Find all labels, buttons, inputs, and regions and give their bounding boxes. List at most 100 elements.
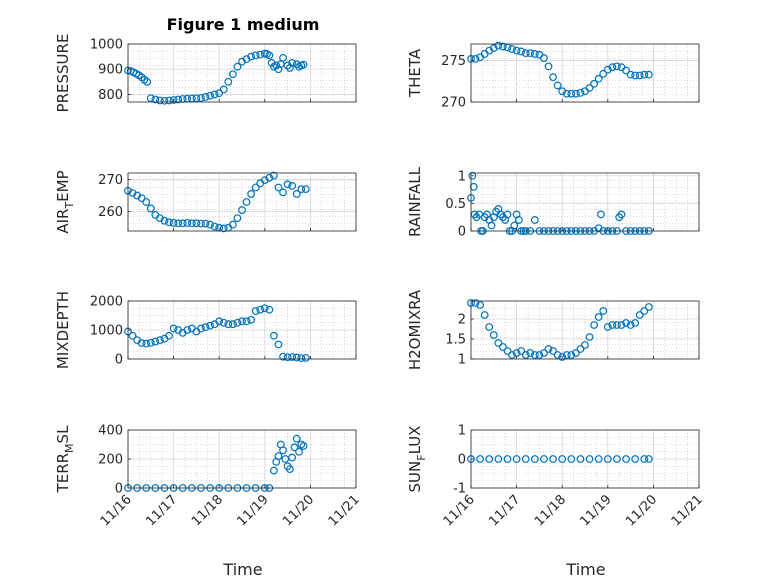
x-tick-label: 11/20: [623, 492, 660, 529]
data-point: [274, 183, 283, 192]
data-point: [233, 214, 242, 223]
data-point: [288, 353, 297, 361]
subplot-air-temp: 260 270 AIRTEMP: [54, 170, 357, 234]
data-point: [581, 341, 589, 349]
data-point: [251, 51, 260, 60]
data-point: [562, 89, 571, 98]
data-point: [594, 74, 603, 83]
data-point: [622, 455, 630, 463]
data-point: [499, 343, 507, 351]
data-point: [270, 331, 278, 340]
data-point: [635, 311, 644, 319]
data-point: [617, 321, 626, 329]
data-point: [603, 455, 612, 463]
data-point: [594, 313, 603, 321]
data-point: [494, 41, 503, 50]
data-point: [567, 455, 576, 463]
data-point: [201, 93, 210, 101]
data-point: [192, 94, 201, 103]
data-point: [517, 47, 526, 56]
data-point: [206, 321, 214, 330]
x-tick-label: 11/17: [143, 492, 180, 529]
data-point: [192, 219, 201, 228]
data-point: [585, 333, 594, 341]
data-point: [265, 173, 274, 182]
series-mixdepth: [124, 304, 310, 363]
data-point: [146, 204, 155, 213]
data-point: [540, 54, 548, 62]
data-point: [599, 69, 608, 78]
data-point: [521, 455, 530, 463]
data-point: [210, 90, 219, 99]
data-point: [571, 349, 580, 357]
data-point: [558, 353, 567, 361]
data-point: [143, 77, 152, 86]
data-point: [562, 351, 571, 359]
y-tick-label: -1: [453, 482, 466, 497]
data-point: [292, 190, 301, 198]
data-point: [613, 62, 621, 71]
subplot-theta: 270 275 THETA: [406, 41, 700, 111]
data-point: [165, 96, 173, 105]
data-point: [540, 349, 548, 357]
x-tick-label: 11/17: [486, 492, 523, 529]
data-point: [265, 305, 274, 314]
data-point: [297, 185, 306, 194]
data-point: [265, 51, 274, 60]
data-point: [165, 331, 173, 340]
data-point: [215, 317, 224, 326]
data-point: [571, 89, 580, 98]
data-point: [156, 336, 164, 345]
data-point: [526, 349, 535, 357]
y-axis-label-terr-msl: TERRMSL: [54, 425, 76, 494]
data-point: [530, 216, 539, 224]
data-point: [590, 321, 599, 329]
data-point: [242, 317, 251, 326]
data-point: [521, 49, 530, 58]
y-tick-label: 0: [458, 225, 466, 240]
y-tick-label: 900: [98, 63, 123, 78]
data-point: [128, 331, 137, 340]
data-point: [644, 70, 653, 79]
data-point: [215, 89, 224, 98]
subplot-h2omixra: 1 1.5 2 H2OMIXRA: [406, 289, 700, 370]
data-point: [297, 354, 306, 363]
subplot-rainfall: 0 0.5 1 RAINFALL: [406, 166, 700, 240]
data-point: [644, 303, 653, 311]
data-point: [206, 91, 214, 100]
x-axis-label-left: Time: [222, 560, 262, 579]
data-point: [206, 220, 214, 229]
data-point: [603, 323, 612, 331]
data-point: [530, 50, 539, 58]
y-tick-label: 270: [98, 173, 123, 188]
y-tick-label: 1000: [90, 38, 123, 53]
data-point: [549, 347, 557, 355]
data-point: [585, 455, 594, 463]
data-point: [613, 455, 621, 463]
data-point: [508, 351, 516, 359]
data-point: [468, 171, 477, 180]
data-point: [279, 53, 287, 62]
data-point: [299, 442, 308, 450]
data-point: [626, 321, 635, 329]
data-point: [270, 466, 278, 475]
y-tick-label: 1: [458, 169, 466, 184]
y-tick-label: 1.5: [445, 333, 466, 348]
data-point: [514, 216, 523, 224]
data-point: [480, 311, 489, 319]
y-tick-label: 0: [458, 453, 466, 468]
data-point: [471, 299, 480, 307]
axes-box: [127, 43, 357, 103]
data-point: [485, 455, 494, 463]
x-tick-label: 11/21: [669, 492, 706, 529]
data-point: [279, 188, 287, 197]
data-point: [274, 452, 283, 461]
data-point: [251, 183, 260, 192]
data-point: [485, 323, 494, 331]
subplot-pressure: 800 900 1000 PRESSURE: [54, 34, 357, 112]
y-tick-label: 0: [115, 482, 123, 497]
data-point: [549, 73, 557, 82]
series-h2omixra: [467, 299, 653, 361]
x-tick-label: 11/19: [578, 492, 615, 529]
data-point: [540, 455, 548, 463]
